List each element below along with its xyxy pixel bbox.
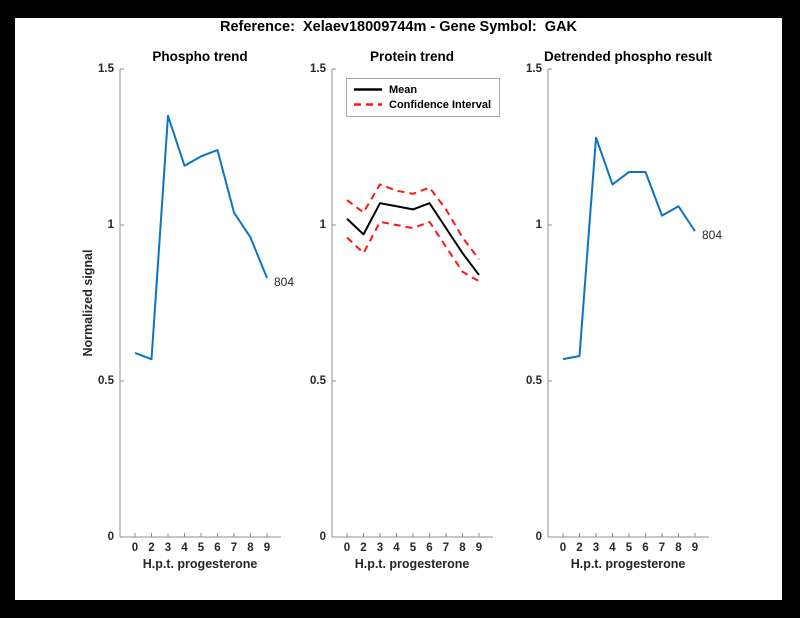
x-tick-label: 3 <box>593 542 599 554</box>
y-tick-label: 0.5 <box>526 375 543 387</box>
x-tick-label: 8 <box>247 542 254 554</box>
confidence-line-sample-icon <box>354 103 382 106</box>
figure-title: Reference: Xelaev18009744m - Gene Symbol… <box>219 19 578 35</box>
legend-label-mean: Mean <box>389 83 418 96</box>
x-tick-label: 6 <box>642 542 648 554</box>
legend-item-mean: Mean <box>354 82 491 97</box>
subplot-title-protein: Protein trend <box>369 49 454 64</box>
y-tick-label: 1.5 <box>310 63 327 75</box>
x-tick-label: 6 <box>214 542 220 554</box>
x-tick-label: 0 <box>560 542 566 554</box>
x-tick-label: 8 <box>675 542 682 554</box>
legend-item-confidence-interval: Confidence Interval <box>354 97 491 112</box>
x-tick-label: 5 <box>198 542 205 554</box>
x-tick-label: 4 <box>393 542 400 554</box>
x-tick-label: 3 <box>165 542 171 554</box>
x-tick-label: 0 <box>132 542 138 554</box>
x-tick-label: 8 <box>459 542 466 554</box>
subplot-title-detrended: Detrended phospho result <box>543 49 712 64</box>
y-tick-label: 0 <box>108 531 114 543</box>
y-tick-label: 1 <box>320 219 327 231</box>
x-tick-label: 9 <box>476 542 482 554</box>
legend: Mean Confidence Interval <box>346 78 501 117</box>
x-tick-label: 7 <box>443 542 449 554</box>
y-tick-label: 0 <box>536 531 542 543</box>
y-axis-label: Normalized signal <box>81 249 95 357</box>
x-tick-label: 5 <box>410 542 417 554</box>
y-tick-label: 1 <box>536 219 543 231</box>
series-line-detrended-804 <box>562 136 696 361</box>
series-end-label: 804 <box>274 275 294 289</box>
x-axis-label-3: H.p.t. progesterone <box>570 557 686 571</box>
x-tick-label: 2 <box>148 542 154 554</box>
y-tick-label: 1.5 <box>526 63 543 75</box>
x-tick-label: 5 <box>626 542 633 554</box>
y-tick-label: 0.5 <box>98 375 115 387</box>
x-tick-label: 4 <box>609 542 616 554</box>
series-line-phospho-804 <box>134 114 268 361</box>
x-tick-label: 2 <box>360 542 366 554</box>
x-tick-label: 3 <box>377 542 383 554</box>
y-tick-label: 0.5 <box>310 375 327 387</box>
series-end-label: 804 <box>702 228 722 242</box>
y-tick-label: 1.5 <box>98 63 115 75</box>
x-tick-label: 7 <box>659 542 665 554</box>
x-axis-label-2: H.p.t. progesterone <box>354 557 470 571</box>
subplot-title-phospho: Phospho trend <box>152 49 248 64</box>
series-line-confidence-lower <box>346 220 480 283</box>
y-tick-label: 1 <box>108 219 115 231</box>
x-tick-label: 0 <box>344 542 350 554</box>
x-axis-label-1: H.p.t. progesterone <box>142 557 258 571</box>
x-tick-label: 7 <box>231 542 237 554</box>
y-tick-label: 0 <box>320 531 326 543</box>
x-tick-label: 2 <box>576 542 582 554</box>
x-tick-label: 6 <box>426 542 432 554</box>
x-tick-label: 9 <box>264 542 270 554</box>
series-line-mean <box>346 202 480 276</box>
x-tick-label: 9 <box>692 542 698 554</box>
legend-label-confidence-interval: Confidence Interval <box>389 98 492 111</box>
mean-line-sample-icon <box>354 88 382 91</box>
series-line-confidence-upper <box>346 183 480 260</box>
x-tick-label: 4 <box>181 542 188 554</box>
